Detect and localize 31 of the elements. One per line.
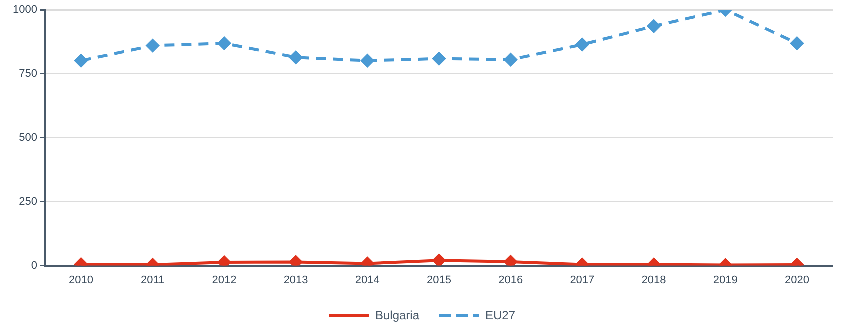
y-tick-label: 500 <box>19 132 38 144</box>
x-tick-label: 2013 <box>284 274 308 286</box>
point <box>432 52 446 66</box>
point <box>74 54 88 68</box>
x-tick-label: 2018 <box>642 274 666 286</box>
point <box>504 53 518 66</box>
x-tick-label: 2017 <box>570 274 595 286</box>
y-tick-label: 750 <box>19 68 38 80</box>
point <box>790 37 804 50</box>
y-tick-label: 250 <box>19 196 38 208</box>
point <box>290 256 303 266</box>
x-tick-label: 2012 <box>212 274 237 286</box>
point <box>648 20 661 33</box>
x-tick-label: 2014 <box>355 274 380 286</box>
x-tick-label: 2016 <box>498 274 524 286</box>
legend-label: EU27 <box>486 308 516 322</box>
point <box>504 255 518 266</box>
y-tick-label: 0 <box>31 260 38 272</box>
point <box>218 256 231 266</box>
x-tick-label: 2015 <box>426 274 452 286</box>
point <box>576 38 589 52</box>
x-tick-label: 2019 <box>713 274 738 286</box>
x-tick-label: 2011 <box>141 274 165 286</box>
x-tick-label: 2010 <box>69 274 94 286</box>
point <box>361 54 374 68</box>
y-tick-label: 1000 <box>12 4 38 16</box>
x-tick-label: 2020 <box>784 274 810 286</box>
point <box>146 39 160 52</box>
legend-label: Bulgaria <box>375 308 420 322</box>
point <box>218 37 231 50</box>
point <box>290 51 303 64</box>
